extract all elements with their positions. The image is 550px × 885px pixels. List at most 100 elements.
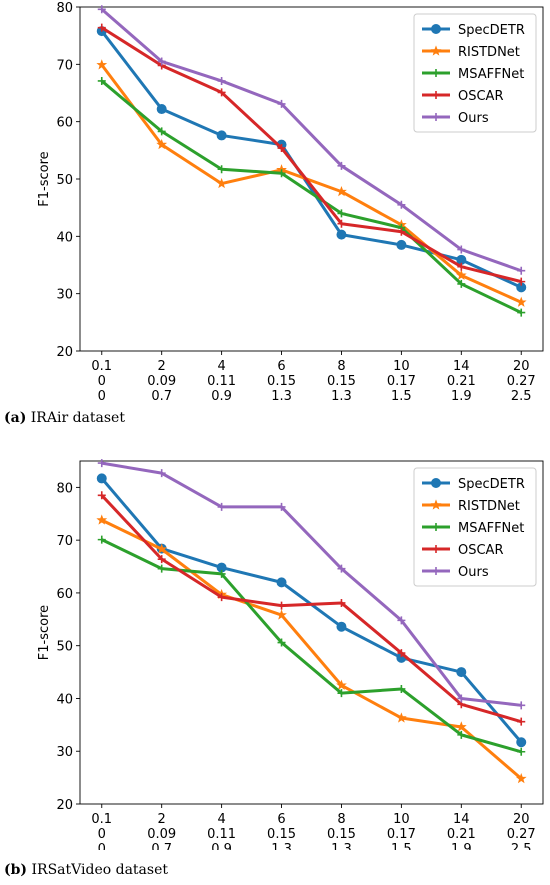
x-tick-label: 0.09: [147, 827, 176, 842]
x-tick-label: 0.15: [267, 827, 296, 842]
legend-marker: [431, 478, 441, 488]
x-tick-label: 20: [513, 812, 530, 827]
x-tick-label: 0: [98, 374, 106, 389]
y-tick-label: 50: [56, 640, 73, 655]
data-point: [336, 185, 347, 197]
x-tick-label: 0.9: [211, 842, 232, 850]
x-tick-label: 1.3: [271, 389, 292, 400]
x-tick-label: 0.09: [147, 374, 176, 389]
data-point: [517, 701, 526, 710]
x-tick-label: 1.3: [331, 842, 352, 850]
legend-label: RISTDNet: [458, 499, 520, 514]
x-tick-label: 8: [337, 812, 345, 827]
data-point: [515, 773, 527, 784]
data-point: [97, 76, 106, 85]
data-point: [277, 99, 286, 108]
series-oscar: [97, 491, 526, 726]
caption-label: (b): [4, 862, 28, 878]
data-point: [157, 564, 166, 573]
x-tick-label: 10: [393, 359, 410, 374]
data-point: [337, 598, 346, 607]
x-tick-label: 0.27: [507, 827, 536, 842]
data-point: [457, 279, 466, 288]
series-line: [100, 8, 522, 273]
legend-label: RISTDNet: [458, 45, 520, 60]
x-tick-label: 0.17: [387, 827, 416, 842]
x-tick-label: 8: [337, 359, 345, 374]
series-line: [100, 30, 522, 289]
series-line: [101, 461, 522, 707]
legend: SpecDETR RISTDNet MSAFFNet OSCAR Ours: [413, 467, 537, 587]
x-tick-label: 1.3: [271, 842, 292, 850]
legend-label: MSAFFNet: [458, 67, 524, 82]
legend-label: SpecDETR: [458, 477, 525, 492]
x-tick-label: 2.5: [511, 389, 532, 400]
legend-label: OSCAR: [458, 89, 504, 104]
y-tick-label: 30: [56, 288, 73, 303]
legend-marker: [432, 567, 440, 575]
data-point: [397, 200, 406, 209]
x-tick-label: 0.9: [211, 389, 232, 400]
x-tick-label: 0.17: [387, 374, 416, 389]
data-point: [337, 564, 346, 573]
x-tick-label: 1.9: [451, 389, 472, 400]
x-tick-label: 10: [393, 812, 410, 827]
data-point: [157, 469, 166, 478]
x-tick-label: 1.3: [331, 389, 352, 400]
chart-irair: 203040506070800.10020.090.740.110.960.15…: [37, 1, 544, 400]
data-point: [157, 57, 166, 66]
data-point: [157, 555, 166, 564]
y-tick-label: 80: [56, 1, 73, 16]
y-tick-label: 50: [56, 173, 73, 188]
data-point: [277, 144, 286, 153]
data-point: [397, 227, 406, 236]
legend-marker: [432, 545, 440, 553]
data-point: [216, 130, 227, 141]
data-point: [276, 577, 287, 588]
data-point: [97, 491, 106, 500]
x-tick-label: 0.15: [327, 374, 356, 389]
x-tick-label: 1.5: [391, 842, 412, 850]
legend-marker: [430, 499, 442, 510]
data-point: [96, 59, 108, 70]
axes-frame: [79, 460, 544, 805]
data-point: [517, 747, 526, 756]
x-tick-label: 0.7: [151, 842, 172, 850]
x-tick-label: 0: [98, 827, 106, 842]
data-point: [517, 308, 526, 317]
caption-text: IRSatVideo dataset: [31, 862, 168, 878]
legend-marker: [432, 91, 440, 99]
data-point: [157, 127, 166, 136]
y-tick-label: 30: [56, 745, 73, 760]
x-tick-label: 14: [453, 359, 470, 374]
data-point: [336, 229, 347, 240]
x-tick-label: 2.5: [511, 842, 532, 850]
data-point: [277, 502, 286, 511]
series-line: [100, 79, 522, 314]
data-point: [337, 219, 346, 228]
data-point: [216, 177, 228, 189]
x-tick-label: 0.21: [447, 827, 476, 842]
series-msaffnet: [97, 535, 526, 756]
data-point: [397, 649, 406, 658]
data-point: [217, 593, 226, 602]
series-msaffnet: [97, 76, 526, 317]
data-point: [96, 514, 108, 525]
data-point: [515, 296, 527, 307]
data-point: [217, 502, 226, 511]
data-point: [156, 543, 168, 554]
y-tick-label: 20: [56, 798, 73, 813]
data-point: [156, 104, 167, 115]
data-point: [97, 23, 106, 32]
data-point: [96, 473, 107, 484]
chart-irsatvideo: 203040506070800.10020.090.740.110.960.15…: [37, 459, 544, 850]
x-tick-label: 0.15: [267, 374, 296, 389]
data-point: [457, 262, 466, 271]
caption-irsatvideo: (b) IRSatVideo dataset: [4, 862, 168, 878]
x-tick-label: 0.21: [447, 374, 476, 389]
data-point: [517, 717, 526, 726]
legend-label: MSAFFNet: [458, 521, 524, 536]
data-point: [97, 459, 106, 468]
y-tick-label: 80: [56, 481, 73, 496]
data-point: [395, 712, 407, 723]
